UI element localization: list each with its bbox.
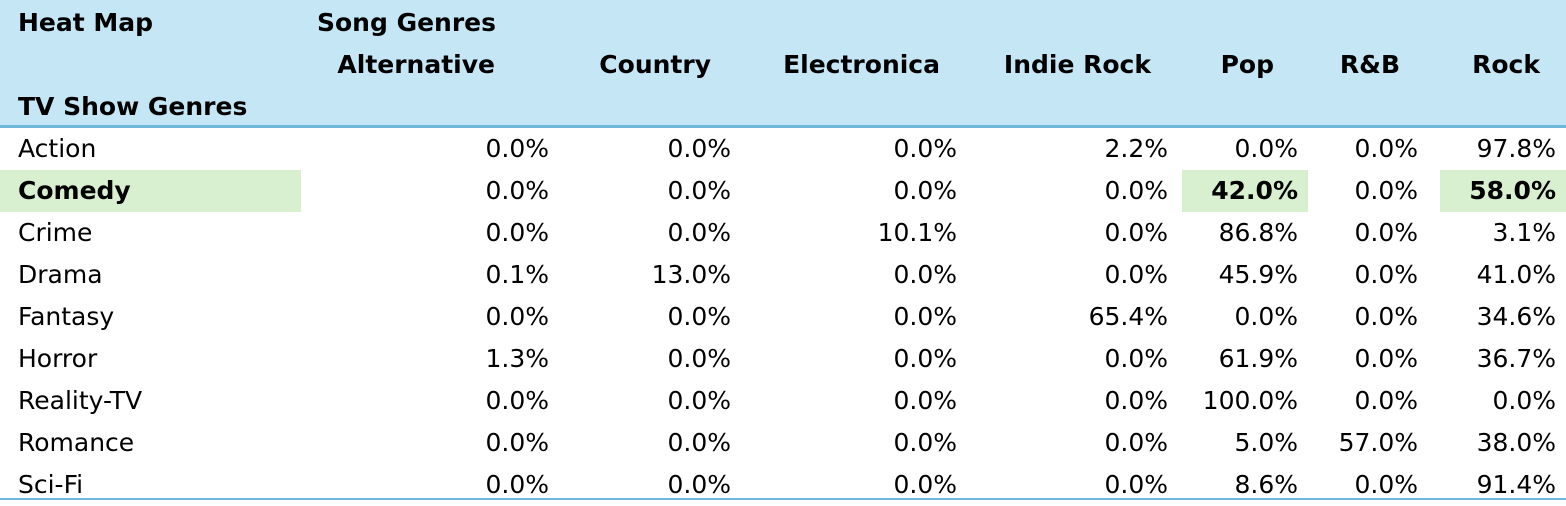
table-row: Fantasy 0.0% 0.0% 0.0% 65.4% 0.0% 0.0% 34.6% [0, 296, 1566, 338]
value-cell[interactable]: 0.0% [893, 302, 957, 331]
value-cell[interactable]: 0.0% [1104, 260, 1168, 289]
value-cell[interactable]: 0.0% [1104, 218, 1168, 247]
value-cell[interactable]: 0.0% [485, 134, 549, 163]
value-cell[interactable]: 0.0% [893, 470, 957, 499]
column-header-alternative: Alternative [337, 50, 495, 79]
table-bottom-rule [0, 498, 1566, 500]
row-label[interactable]: Fantasy [18, 302, 115, 331]
value-cell[interactable]: 0.0% [1354, 386, 1418, 415]
row-label[interactable]: Sci-Fi [18, 470, 84, 499]
value-cell[interactable]: 45.9% [1218, 260, 1298, 289]
value-cell[interactable]: 0.0% [1354, 134, 1418, 163]
table-row: Comedy 0.0% 0.0% 0.0% 0.0% 42.0% 0.0% 58.0% [0, 170, 1566, 212]
value-cell[interactable]: 91.4% [1476, 470, 1556, 499]
value-cell[interactable]: 0.0% [1354, 260, 1418, 289]
value-cell[interactable]: 0.0% [485, 176, 549, 205]
value-cell[interactable]: 58.0% [1440, 170, 1566, 212]
value-cell[interactable]: 0.0% [893, 386, 957, 415]
value-cell[interactable]: 10.1% [877, 218, 957, 247]
value-cell[interactable]: 0.0% [893, 260, 957, 289]
row-group-label: TV Show Genres [18, 92, 248, 121]
column-header-pop: Pop [1220, 50, 1274, 79]
value-cell[interactable]: 61.9% [1218, 344, 1298, 373]
value-cell[interactable]: 0.0% [893, 134, 957, 163]
column-header-country: Country [599, 50, 711, 79]
value-cell[interactable]: 0.0% [485, 470, 549, 499]
sheet-title: Heat Map [18, 8, 154, 37]
value-cell[interactable]: 0.0% [485, 218, 549, 247]
row-label[interactable]: Comedy [0, 170, 301, 212]
value-cell[interactable]: 0.0% [1104, 344, 1168, 373]
value-cell[interactable]: 57.0% [1338, 428, 1418, 457]
value-cell[interactable]: 0.0% [1104, 176, 1168, 205]
value-cell[interactable]: 100.0% [1202, 386, 1298, 415]
table-row: Drama 0.1% 13.0% 0.0% 0.0% 45.9% 0.0% 41.0% [0, 254, 1566, 296]
value-cell[interactable]: 5.0% [1234, 428, 1298, 457]
value-cell[interactable]: 0.0% [667, 134, 731, 163]
value-cell[interactable]: 1.3% [485, 344, 549, 373]
value-cell[interactable]: 0.0% [1354, 176, 1418, 205]
value-cell[interactable]: 2.2% [1104, 134, 1168, 163]
table-header: Heat Map Song Genres TV Show Genres Alte… [0, 0, 1566, 128]
value-cell[interactable]: 0.0% [667, 302, 731, 331]
value-cell[interactable]: 0.0% [667, 218, 731, 247]
value-cell[interactable]: 0.0% [1234, 302, 1298, 331]
value-cell[interactable]: 0.0% [1104, 386, 1168, 415]
table-row: Reality-TV 0.0% 0.0% 0.0% 0.0% 100.0% 0.0% 0.0% [0, 380, 1566, 422]
value-cell[interactable]: 0.0% [485, 302, 549, 331]
value-cell[interactable]: 0.0% [667, 176, 731, 205]
value-cell[interactable]: 0.0% [667, 386, 731, 415]
column-header-rnb: R&B [1339, 50, 1400, 79]
value-cell[interactable]: 0.0% [1354, 344, 1418, 373]
column-header-indie-rock: Indie Rock [1003, 50, 1151, 79]
value-cell[interactable]: 0.0% [485, 428, 549, 457]
value-cell[interactable]: 41.0% [1476, 260, 1556, 289]
value-cell[interactable]: 0.0% [1104, 428, 1168, 457]
row-label[interactable]: Drama [18, 260, 103, 289]
value-cell[interactable]: 0.0% [893, 428, 957, 457]
value-cell[interactable]: 34.6% [1476, 302, 1556, 331]
value-cell[interactable]: 97.8% [1476, 134, 1556, 163]
table-row: Crime 0.0% 0.0% 10.1% 0.0% 86.8% 0.0% 3.1% [0, 212, 1566, 254]
value-cell[interactable]: 0.0% [667, 428, 731, 457]
value-cell[interactable]: 3.1% [1492, 218, 1556, 247]
value-cell[interactable]: 0.0% [1104, 470, 1168, 499]
value-cell[interactable]: 38.0% [1476, 428, 1556, 457]
value-cell[interactable]: 0.0% [1492, 386, 1556, 415]
value-cell[interactable]: 0.0% [893, 344, 957, 373]
value-cell[interactable]: 0.0% [893, 176, 957, 205]
value-cell[interactable]: 8.6% [1234, 470, 1298, 499]
row-label[interactable]: Romance [18, 428, 135, 457]
value-cell[interactable]: 0.0% [1234, 134, 1298, 163]
column-header-rock: Rock [1472, 50, 1540, 79]
value-cell[interactable]: 86.8% [1218, 218, 1298, 247]
value-cell[interactable]: 13.0% [651, 260, 731, 289]
column-header-electronica: Electronica [783, 50, 940, 79]
column-group-label: Song Genres [317, 8, 497, 37]
table-row: Action 0.0% 0.0% 0.0% 2.2% 0.0% 0.0% 97.8% [0, 128, 1566, 170]
value-cell[interactable]: 0.1% [485, 260, 549, 289]
value-cell[interactable]: 36.7% [1476, 344, 1556, 373]
row-label[interactable]: Horror [18, 344, 98, 373]
row-label[interactable]: Action [18, 134, 97, 163]
value-cell[interactable]: 42.0% [1182, 170, 1308, 212]
table-row: Romance 0.0% 0.0% 0.0% 0.0% 5.0% 57.0% 38.0% [0, 422, 1566, 464]
value-cell[interactable]: 0.0% [485, 386, 549, 415]
value-cell[interactable]: 0.0% [667, 344, 731, 373]
value-cell[interactable]: 0.0% [1354, 218, 1418, 247]
value-cell[interactable]: 0.0% [667, 470, 731, 499]
value-cell[interactable]: 0.0% [1354, 302, 1418, 331]
value-cell[interactable]: 0.0% [1354, 470, 1418, 499]
table-row: Sci-Fi 0.0% 0.0% 0.0% 0.0% 8.6% 0.0% 91.4% [0, 464, 1566, 506]
row-label[interactable]: Reality-TV [18, 386, 143, 415]
value-cell[interactable]: 65.4% [1088, 302, 1168, 331]
table-row: Horror 1.3% 0.0% 0.0% 0.0% 61.9% 0.0% 36.7% [0, 338, 1566, 380]
row-label[interactable]: Crime [18, 218, 93, 247]
